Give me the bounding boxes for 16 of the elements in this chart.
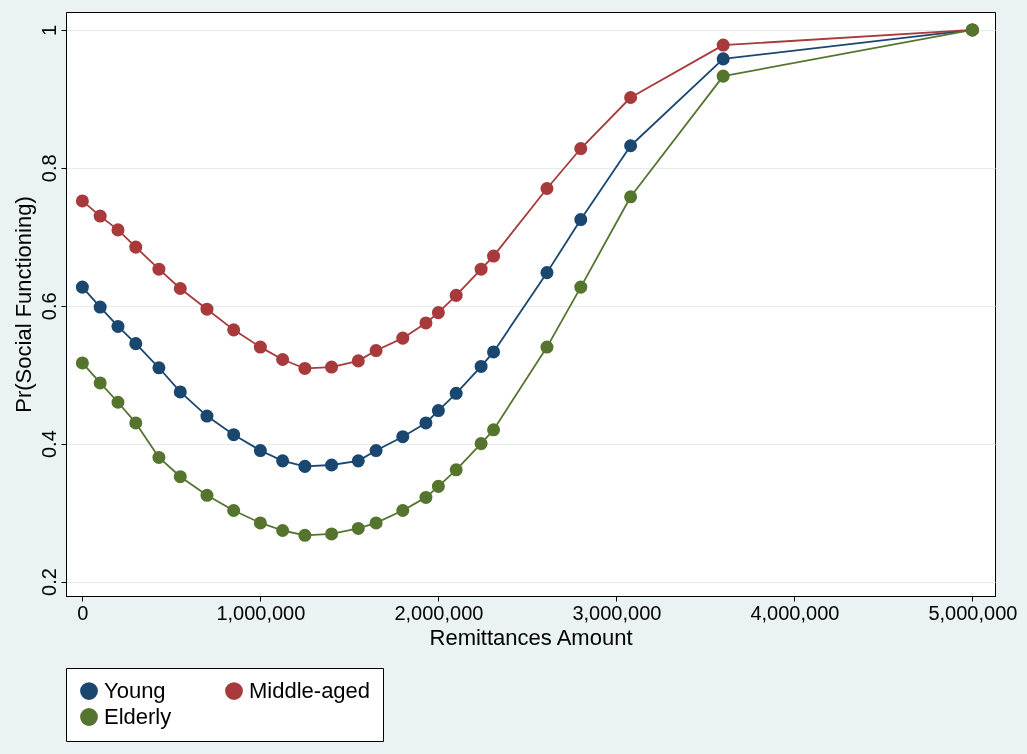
x-tick-label: 4,000,000	[750, 601, 840, 624]
y-axis-title: Pr(Social Functioning)	[10, 196, 36, 413]
x-tick-label: 1,000,000	[216, 601, 306, 624]
x-tick-label: 5,000,000	[928, 601, 1018, 624]
x-tick-label: 3,000,000	[572, 601, 662, 624]
y-tick-label: 0.4	[37, 430, 60, 459]
x-axis-title: Remittances Amount	[429, 624, 633, 650]
legend-label: Elderly	[104, 704, 172, 729]
x-tick-label: 0	[77, 601, 89, 624]
legend-label: Middle-aged	[249, 678, 371, 704]
y-tick-label: 1	[37, 24, 60, 36]
y-tick-label: 0.2	[37, 568, 60, 596]
legend-label: Young	[104, 678, 166, 704]
y-tick-label: 0.6	[37, 292, 60, 321]
x-tick-label: 2,000,000	[394, 601, 484, 624]
y-tick-label: 0.8	[37, 154, 60, 183]
